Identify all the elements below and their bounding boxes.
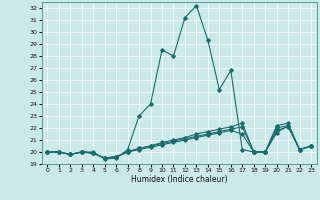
X-axis label: Humidex (Indice chaleur): Humidex (Indice chaleur) bbox=[131, 175, 228, 184]
